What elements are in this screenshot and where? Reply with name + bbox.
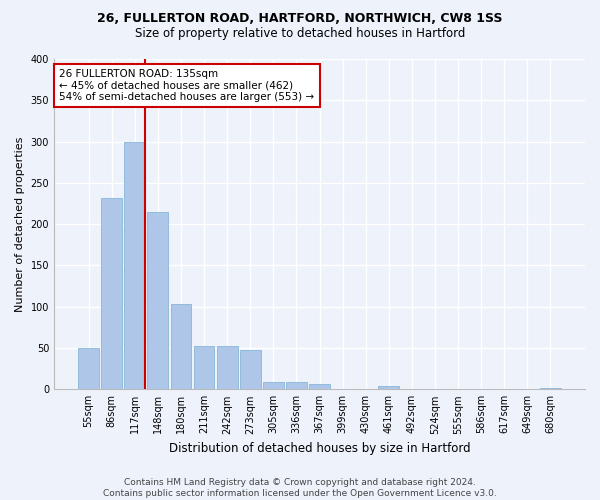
Text: 26, FULLERTON ROAD, HARTFORD, NORTHWICH, CW8 1SS: 26, FULLERTON ROAD, HARTFORD, NORTHWICH,…	[97, 12, 503, 26]
Text: Size of property relative to detached houses in Hartford: Size of property relative to detached ho…	[135, 28, 465, 40]
Bar	[170, 304, 191, 390]
Bar	[309, 384, 330, 390]
Bar	[194, 346, 214, 390]
Bar	[240, 350, 260, 390]
Bar	[217, 346, 238, 390]
Bar	[124, 142, 145, 390]
Y-axis label: Number of detached properties: Number of detached properties	[15, 136, 25, 312]
Bar	[379, 386, 399, 390]
Text: Contains HM Land Registry data © Crown copyright and database right 2024.
Contai: Contains HM Land Registry data © Crown c…	[103, 478, 497, 498]
Bar	[148, 212, 168, 390]
Bar	[78, 348, 99, 390]
Bar	[101, 198, 122, 390]
Text: 26 FULLERTON ROAD: 135sqm
← 45% of detached houses are smaller (462)
54% of semi: 26 FULLERTON ROAD: 135sqm ← 45% of detac…	[59, 69, 314, 102]
Bar	[540, 388, 561, 390]
Bar	[263, 382, 284, 390]
Bar	[286, 382, 307, 390]
X-axis label: Distribution of detached houses by size in Hartford: Distribution of detached houses by size …	[169, 442, 470, 455]
